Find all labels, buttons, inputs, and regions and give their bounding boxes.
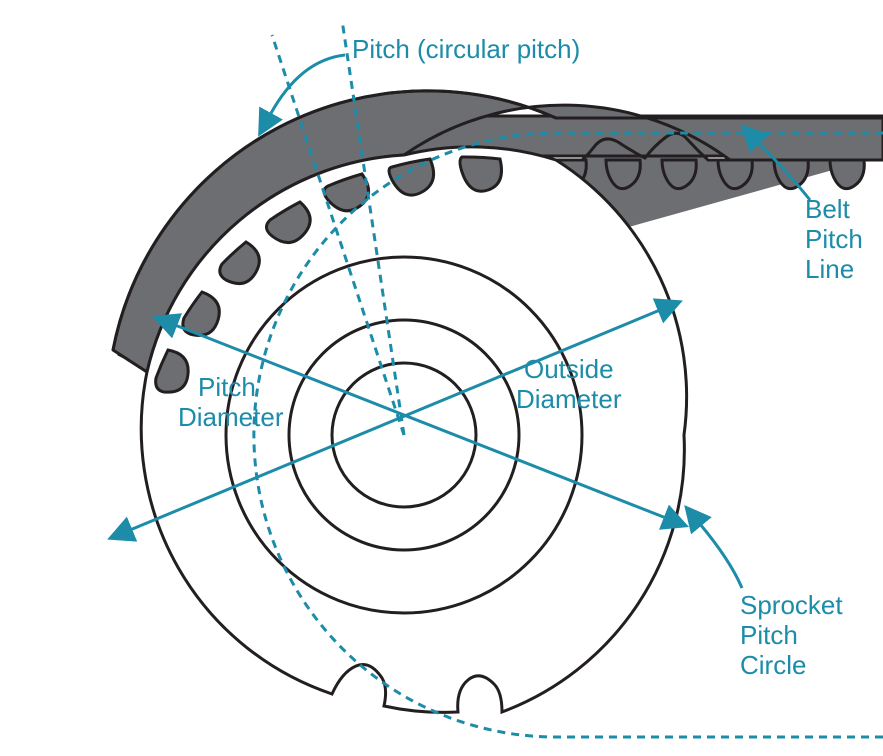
pitch-diameter-label-1: Pitch: [198, 372, 256, 402]
outside-diameter-label-1: Outside: [524, 354, 614, 384]
belt-pitch-line-label-1: Belt: [805, 194, 851, 224]
belt-pitch-line-label-3: Line: [805, 254, 854, 284]
pitch-label: Pitch (circular pitch): [352, 34, 580, 64]
sprocket-diagram: Pitch (circular pitch) Belt Pitch Line P…: [0, 0, 883, 756]
sprocket-pitch-circle-label-2: Pitch: [740, 620, 798, 650]
sprocket-pitch-circle-label-1: Sprocket: [740, 590, 843, 620]
belt-pitch-line-label-2: Pitch: [805, 224, 863, 254]
pitch-diameter-label-2: Diameter: [178, 402, 284, 432]
sprocket-pitch-circle-label-3: Circle: [740, 650, 806, 680]
outside-diameter-label-2: Diameter: [516, 384, 622, 414]
